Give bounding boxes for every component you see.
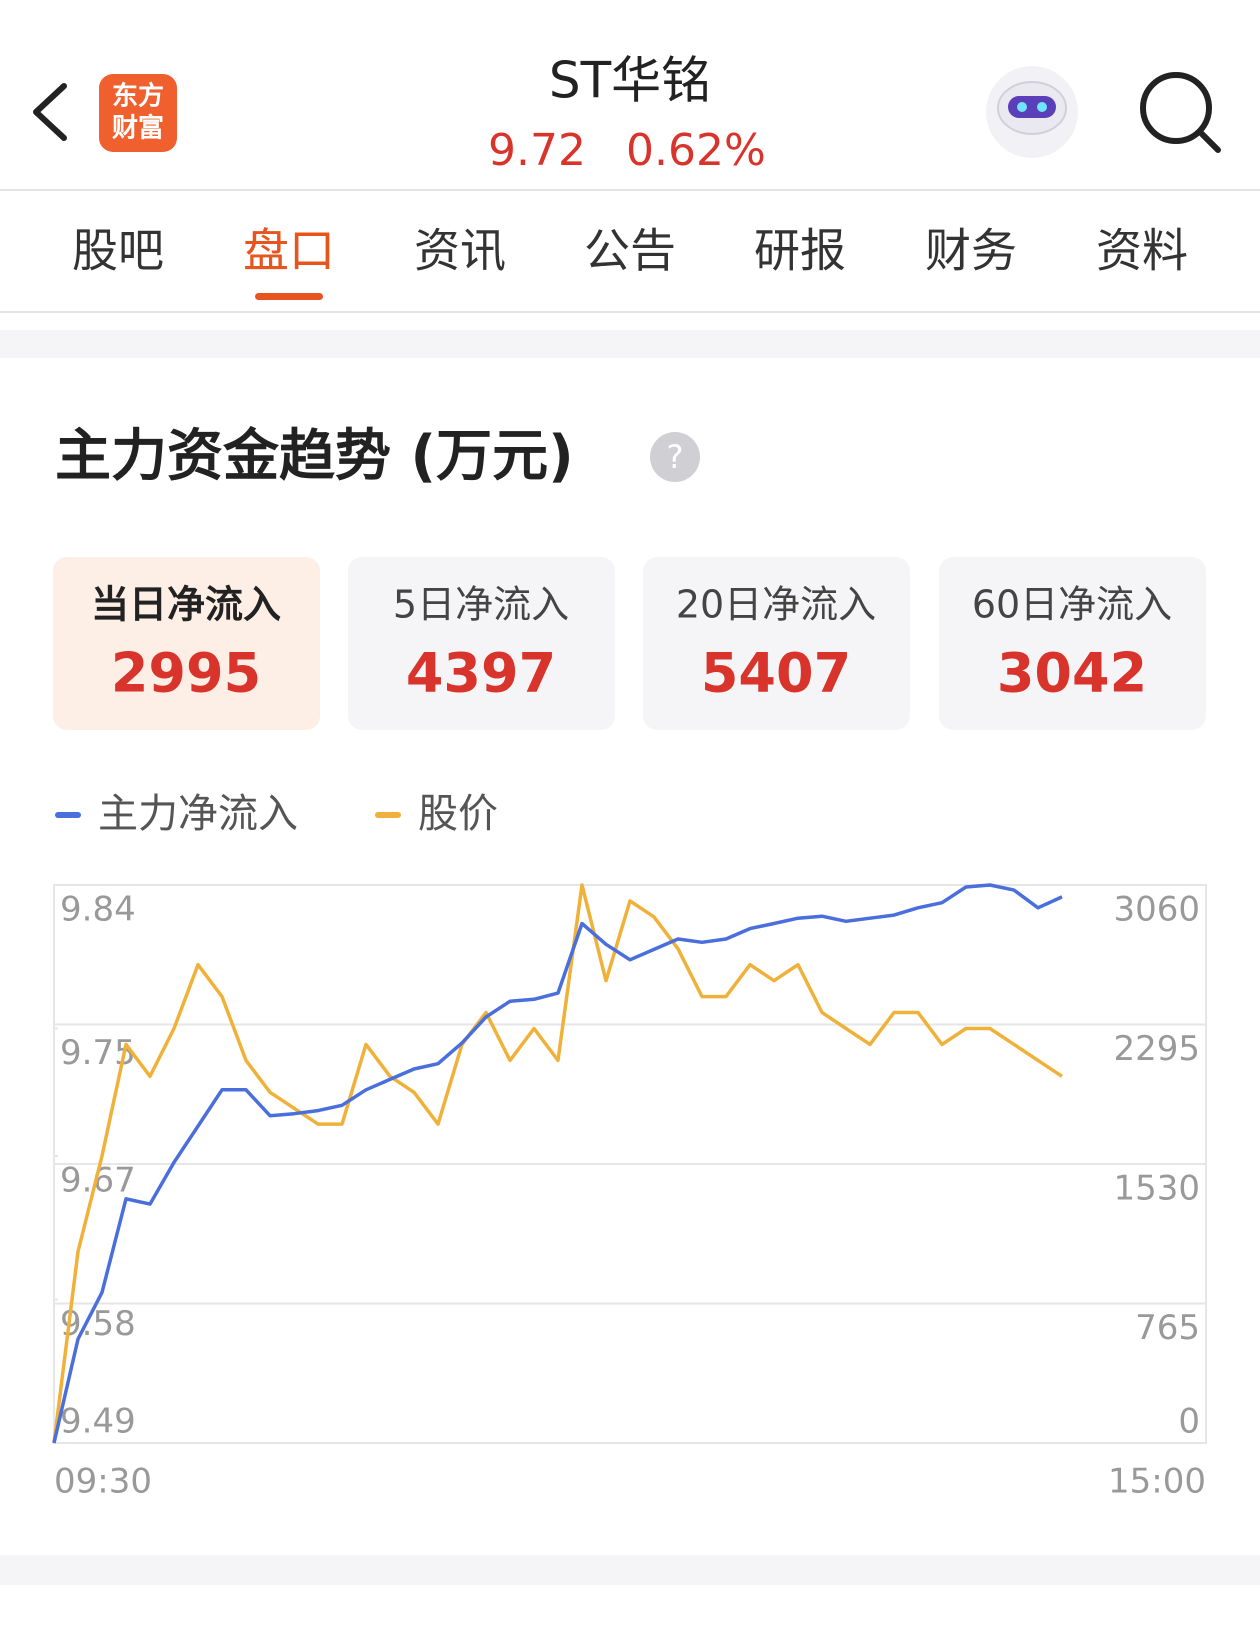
y-tick-label: 9.84 — [60, 890, 136, 930]
series-line — [52, 883, 1063, 1444]
legend-label: 主力净流入 — [98, 791, 298, 837]
summary-card[interactable]: 当日净流入 2995 — [53, 557, 320, 730]
tab[interactable]: 公告 — [584, 224, 676, 278]
card-label: 当日净流入 — [91, 583, 281, 627]
tab-label: 股吧 — [72, 224, 164, 278]
card-value: 5407 — [701, 642, 851, 705]
tab[interactable]: 资讯 — [414, 224, 506, 278]
summary-card[interactable]: 20日净流入 5407 — [643, 557, 910, 730]
logo-text: 财富 — [112, 113, 164, 144]
legend-swatch — [55, 812, 81, 818]
legend-label: 股价 — [418, 791, 498, 837]
legend-item[interactable]: 主力净流入 — [55, 791, 298, 837]
tab[interactable]: 资料 — [1096, 224, 1188, 278]
search-button[interactable] — [1140, 72, 1221, 153]
assistant-avatar[interactable] — [986, 66, 1078, 158]
tab-indicator — [255, 293, 323, 300]
search-icon — [1197, 129, 1221, 153]
tab[interactable]: 研报 — [754, 224, 846, 278]
card-value: 3042 — [997, 642, 1147, 705]
y-tick-label: 9.58 — [60, 1304, 136, 1344]
y2-tick-label: 0 — [1178, 1402, 1200, 1442]
y-tick-label: 9.49 — [60, 1402, 136, 1442]
tab-label: 盘口 — [243, 224, 335, 278]
tab-label: 研报 — [754, 224, 846, 278]
summary-card[interactable]: 60日净流入 3042 — [939, 557, 1206, 730]
section-title: 主力资金趋势 (万元) — [55, 424, 574, 489]
tab-label: 资讯 — [414, 224, 506, 278]
tab[interactable]: 财务 — [925, 224, 1017, 278]
help-icon — [650, 432, 700, 482]
help-icon-glyph: ? — [667, 438, 684, 476]
card-label: 20日净流入 — [676, 583, 876, 627]
summary-cards: 当日净流入 2995 5日净流入 4397 20日净流入 5407 60日净流入 3042 — [53, 557, 1206, 730]
chart: 30602295153076509.849.759.679.589.4909:3… — [52, 883, 1207, 1502]
tab[interactable]: 股吧 — [72, 224, 164, 278]
section-gap — [0, 330, 1260, 358]
card-bg — [53, 557, 320, 730]
y2-tick-label: 3060 — [1113, 890, 1200, 930]
legend: 主力净流入 股价 — [55, 791, 498, 837]
stock-title: ST华铭 — [549, 52, 711, 110]
y2-tick-label: 1530 — [1113, 1169, 1200, 1209]
card-bg — [939, 557, 1206, 730]
legend-swatch — [375, 812, 401, 818]
stock-price: 9.72 — [488, 125, 586, 176]
x-tick-label: 09:30 — [54, 1462, 152, 1502]
summary-card[interactable]: 5日净流入 4397 — [348, 557, 615, 730]
avatar-visor — [1008, 96, 1056, 118]
stock-change: 0.62% — [626, 125, 766, 176]
avatar-eye — [1037, 102, 1047, 112]
search-icon — [1140, 72, 1212, 144]
y2-tick-label: 2295 — [1113, 1029, 1200, 1069]
avatar-eye — [1017, 102, 1027, 112]
legend-item[interactable]: 股价 — [375, 791, 498, 837]
app-logo[interactable] — [99, 74, 177, 152]
back-button[interactable] — [33, 83, 67, 141]
card-value: 2995 — [111, 642, 261, 705]
section-gap — [0, 1555, 1260, 1585]
card-label: 5日净流入 — [393, 583, 569, 627]
tab-label: 公告 — [584, 224, 676, 278]
logo-text: 东方 — [112, 81, 164, 112]
card-label: 60日净流入 — [972, 583, 1172, 627]
y2-tick-label: 765 — [1135, 1308, 1200, 1348]
tab[interactable]: 盘口 — [243, 224, 335, 301]
tab-label: 财务 — [925, 224, 1017, 278]
x-tick-label: 15:00 — [1108, 1462, 1206, 1502]
help-button[interactable]: ? — [650, 432, 700, 482]
card-value: 4397 — [406, 642, 556, 705]
tab-label: 资料 — [1096, 224, 1188, 278]
card-bg — [643, 557, 910, 730]
series-line — [52, 883, 1063, 1444]
tab-bar: 股吧 盘口 资讯 公告 研报 财务 资料 — [72, 224, 1188, 301]
card-bg — [348, 557, 615, 730]
